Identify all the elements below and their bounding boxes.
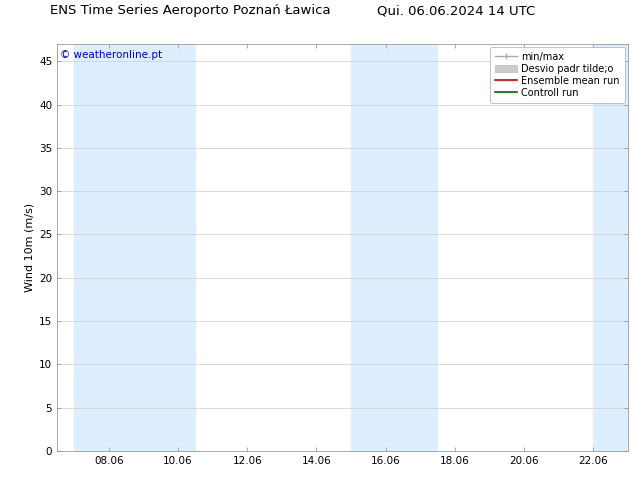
Bar — [593, 44, 628, 451]
Bar — [351, 44, 403, 451]
Bar — [74, 44, 143, 451]
Text: © weatheronline.pt: © weatheronline.pt — [60, 50, 162, 60]
Bar — [403, 44, 437, 451]
Legend: min/max, Desvio padr tilde;o, Ensemble mean run, Controll run: min/max, Desvio padr tilde;o, Ensemble m… — [490, 47, 624, 102]
Bar — [143, 44, 195, 451]
Text: ENS Time Series Aeroporto Poznań Ławica: ENS Time Series Aeroporto Poznań Ławica — [50, 4, 330, 17]
Y-axis label: Wind 10m (m/s): Wind 10m (m/s) — [25, 203, 35, 292]
Text: Qui. 06.06.2024 14 UTC: Qui. 06.06.2024 14 UTC — [377, 4, 536, 17]
